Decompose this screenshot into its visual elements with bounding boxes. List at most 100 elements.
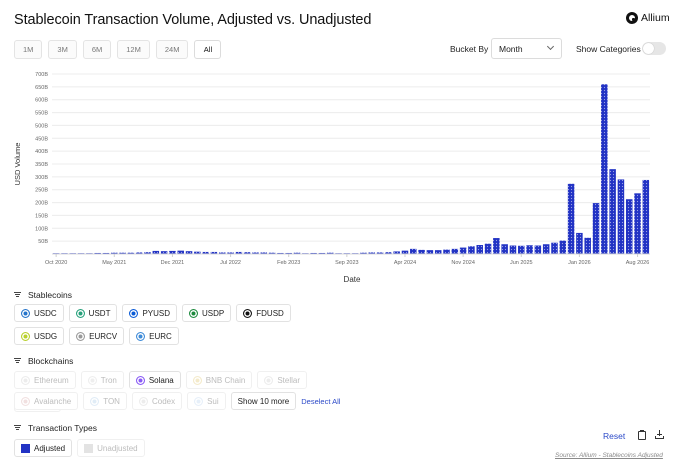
chain-chip-ethereum[interactable]: Ethereum — [14, 371, 76, 389]
volume-bar[interactable] — [418, 249, 425, 254]
stablecoin-chip-fdusd[interactable]: FDUSD — [236, 304, 291, 322]
stablecoin-chip-usdg[interactable]: USDG — [14, 327, 65, 345]
volume-bar[interactable] — [451, 248, 459, 254]
volume-bar[interactable] — [385, 252, 392, 254]
stablecoin-chip-eurcv[interactable]: EURCV — [69, 327, 125, 345]
volume-bar[interactable] — [102, 252, 110, 254]
volume-bar[interactable] — [592, 203, 600, 254]
stablecoin-chip-eurc[interactable]: EURC — [129, 327, 179, 345]
volume-bar[interactable] — [542, 244, 550, 254]
stablecoin-chip-pyusd[interactable]: PYUSD — [122, 304, 178, 322]
volume-bar[interactable] — [617, 179, 625, 254]
volume-bar[interactable] — [393, 251, 400, 254]
volume-bar[interactable] — [227, 252, 234, 254]
volume-bar[interactable] — [567, 183, 575, 254]
volume-bar[interactable] — [443, 249, 450, 254]
volume-bar[interactable] — [293, 252, 301, 254]
volume-bar[interactable] — [268, 252, 276, 254]
volume-bar[interactable] — [551, 242, 558, 254]
volume-bar[interactable] — [111, 252, 118, 254]
volume-bar[interactable] — [634, 193, 641, 254]
volume-bar[interactable] — [509, 245, 517, 254]
download-icon[interactable] — [655, 430, 664, 440]
volume-bar[interactable] — [318, 252, 326, 254]
chain-chip-ton[interactable]: TON — [83, 392, 127, 410]
volume-bar[interactable] — [476, 245, 483, 254]
volume-bar[interactable] — [235, 251, 243, 254]
volume-bar[interactable] — [277, 252, 284, 254]
range-1m-button[interactable]: 1M — [14, 40, 43, 59]
volume-bar[interactable] — [243, 252, 251, 254]
volume-bar[interactable] — [434, 250, 442, 254]
volume-bar[interactable] — [310, 252, 317, 254]
volume-bar[interactable] — [326, 252, 334, 254]
volume-bar[interactable] — [252, 252, 259, 254]
stablecoins-section-header[interactable]: Stablecoins — [14, 290, 72, 300]
show-more-chains-button[interactable]: Show 10 more — [230, 392, 297, 410]
volume-bar[interactable] — [152, 250, 160, 254]
volume-bar[interactable] — [177, 250, 184, 254]
volume-bar[interactable] — [376, 252, 384, 254]
volume-bar[interactable] — [559, 240, 567, 254]
transaction-types-section-header[interactable]: Transaction Types — [14, 423, 97, 433]
volume-bar[interactable] — [185, 251, 193, 254]
volume-bar[interactable] — [484, 243, 492, 254]
range-12m-button[interactable]: 12M — [117, 40, 150, 59]
volume-bar[interactable] — [160, 251, 168, 254]
range-6m-button[interactable]: 6M — [82, 40, 112, 59]
volume-bar[interactable] — [576, 232, 583, 254]
volume-bar[interactable] — [584, 237, 591, 254]
volume-bar[interactable] — [260, 252, 268, 254]
stablecoin-chip-usdp[interactable]: USDP — [182, 304, 232, 322]
volume-bar[interactable] — [202, 251, 209, 254]
chain-chip-avalanche[interactable]: Avalanche — [14, 392, 79, 410]
blockchains-section-header[interactable]: Blockchains — [14, 356, 73, 366]
show-categories-toggle[interactable] — [642, 42, 666, 55]
volume-bar[interactable] — [94, 252, 101, 254]
volume-bar[interactable] — [360, 252, 367, 254]
range-24m-button[interactable]: 24M — [155, 40, 189, 59]
volume-bar[interactable] — [285, 252, 292, 254]
volume-bar[interactable] — [410, 248, 417, 254]
volume-bar[interactable] — [609, 169, 616, 254]
volume-bar[interactable] — [169, 250, 176, 254]
volume-bar[interactable] — [642, 179, 650, 254]
reset-button[interactable]: Reset — [603, 431, 626, 441]
volume-bar[interactable] — [401, 250, 409, 254]
volume-bar[interactable] — [534, 245, 542, 254]
deselect-all-link[interactable]: Deselect All — [301, 396, 341, 406]
volume-bar[interactable] — [526, 245, 533, 254]
chain-chip-bnb-chain[interactable]: BNB Chain — [185, 371, 253, 389]
volume-bar[interactable] — [501, 244, 508, 254]
chain-chip-solana[interactable]: Solana — [128, 371, 181, 389]
chain-chip-stellar[interactable]: Stellar — [257, 371, 308, 389]
volume-bar[interactable] — [219, 252, 226, 254]
range-all-button[interactable]: All — [194, 40, 222, 59]
volume-bar[interactable] — [368, 252, 376, 254]
volume-bar[interactable] — [493, 238, 500, 254]
stablecoin-chip-usdt[interactable]: USDT — [68, 304, 118, 322]
bucket-select[interactable]: Month — [491, 38, 562, 59]
volume-bar[interactable] — [468, 246, 475, 254]
volume-bar[interactable] — [426, 250, 434, 254]
volume-bar[interactable] — [127, 252, 135, 254]
volume-bar[interactable] — [194, 251, 201, 254]
volume-bar[interactable] — [119, 252, 126, 254]
source-link[interactable]: Source: Allium - Stablecoins Adjusted — [555, 452, 663, 459]
transaction-type-chip-adjusted[interactable]: Adjusted — [14, 439, 73, 457]
volume-bar[interactable] — [459, 247, 467, 254]
volume-bar[interactable] — [210, 251, 218, 254]
volume-bar[interactable] — [518, 245, 525, 254]
chain-chip-tron[interactable]: Tron — [80, 371, 124, 389]
volume-bar[interactable] — [625, 199, 633, 254]
range-3m-button[interactable]: 3M — [48, 40, 77, 59]
clipboard-icon[interactable] — [638, 430, 646, 440]
volume-bar[interactable] — [601, 84, 608, 255]
stablecoin-chip-usdc[interactable]: USDC — [14, 304, 64, 322]
volume-bar[interactable] — [144, 252, 151, 254]
chain-chip-codex[interactable]: Codex — [131, 392, 183, 410]
transaction-type-chip-unadjusted[interactable]: Unadjusted — [77, 439, 145, 457]
chain-chip-sui[interactable]: Sui — [187, 392, 226, 410]
stablecoin-chip-usdc-label: USDC — [34, 308, 57, 318]
volume-bar[interactable] — [135, 252, 143, 254]
